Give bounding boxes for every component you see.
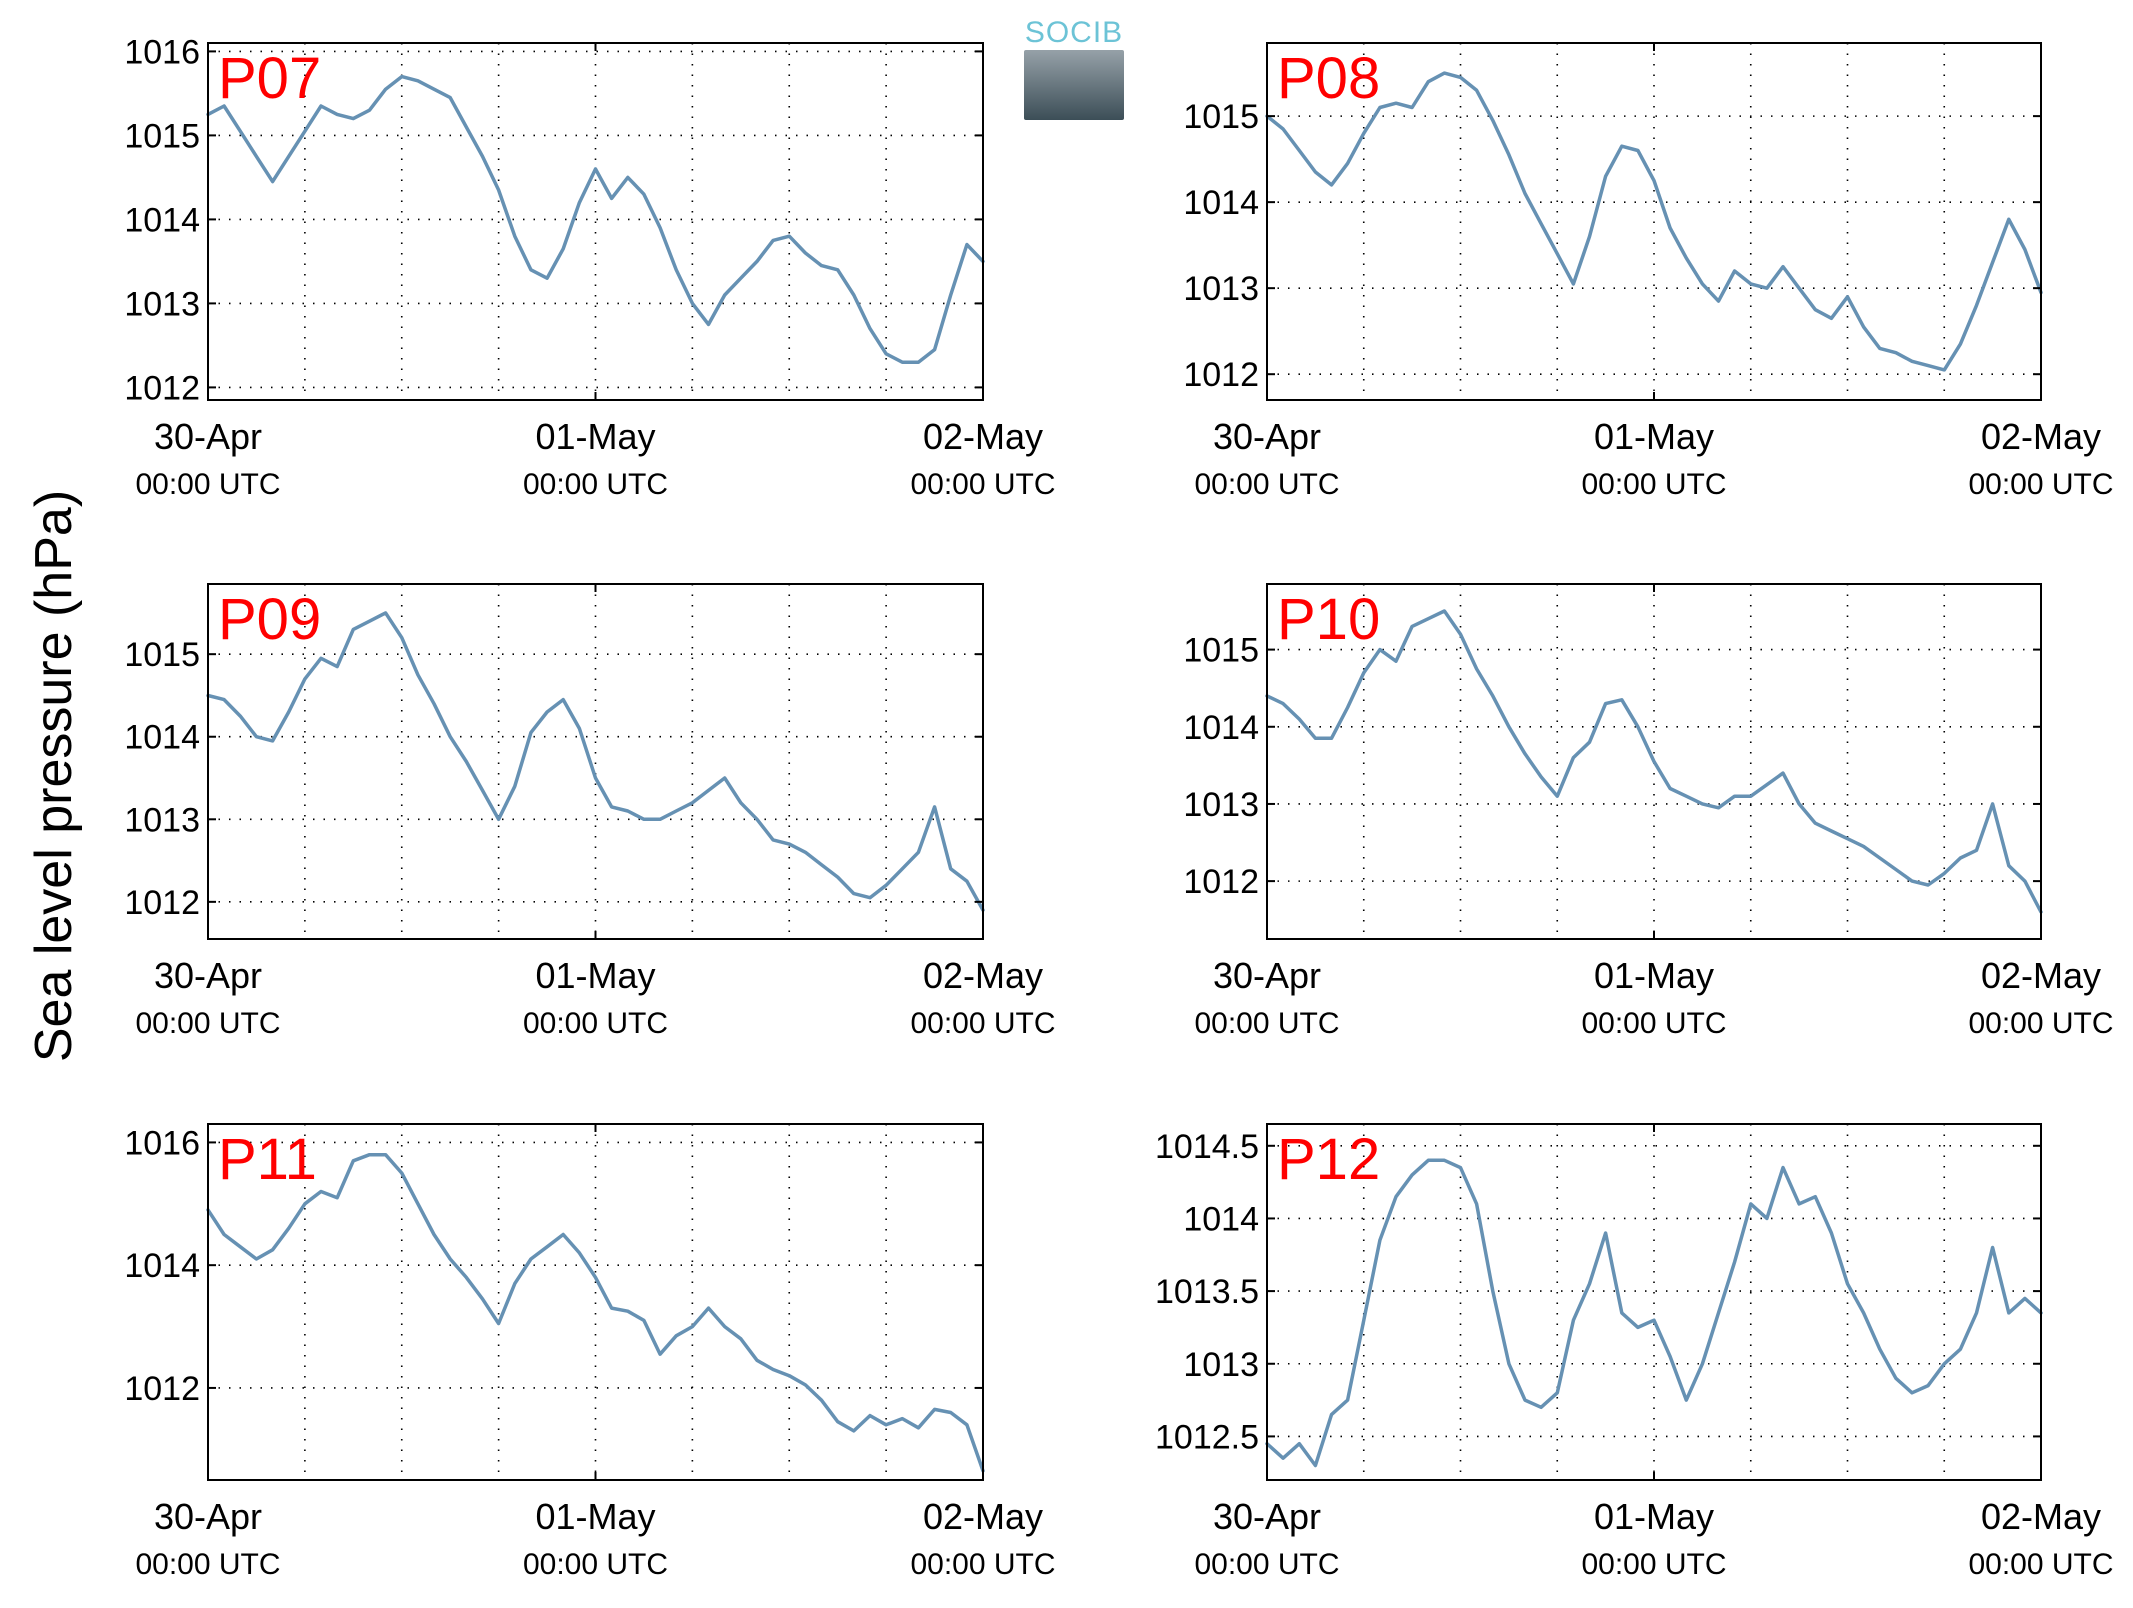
y-tick-label: 1014.5 bbox=[1155, 1128, 1259, 1166]
series-line-p07 bbox=[206, 74, 985, 364]
socib-logo-bar bbox=[1024, 50, 1124, 120]
y-tick-label: 1014 bbox=[124, 1247, 200, 1285]
y-tick-label: 1013 bbox=[124, 801, 200, 839]
x-tick-label: 01-May bbox=[535, 955, 655, 996]
y-tick-label: 1014 bbox=[1183, 1200, 1259, 1238]
x-tick-label: 02-May bbox=[1981, 955, 2101, 996]
x-tick-label: 30-Apr bbox=[1213, 955, 1321, 996]
x-tick-sublabel: 00:00 UTC bbox=[135, 1007, 280, 1040]
y-tick-label: 1012 bbox=[1183, 356, 1259, 394]
panel-p08: 30-Apr 00:00 UTC 01-May 00:00 UTC 02-May 00:0… bbox=[1183, 42, 2114, 501]
panel-p09: 30-Apr 00:00 UTC 01-May 00:00 UTC 02-May 00:0… bbox=[124, 583, 1056, 1040]
series-line-p08 bbox=[1265, 71, 2043, 372]
x-tick-label: 30-Apr bbox=[1213, 416, 1321, 457]
x-tick-sublabel: 00:00 UTC bbox=[910, 1007, 1055, 1040]
panel-p12: 30-Apr 00:00 UTC 01-May 00:00 UTC 02-May 00:0… bbox=[1155, 1123, 2114, 1581]
series-line-p10 bbox=[1265, 609, 2043, 914]
y-tick-label: 1016 bbox=[124, 1124, 200, 1162]
y-tick-label: 1012 bbox=[124, 369, 200, 407]
series-line-p12 bbox=[1265, 1158, 2043, 1468]
panel-label: P08 bbox=[1277, 46, 1380, 111]
x-tick-sublabel: 00:00 UTC bbox=[1968, 1548, 2113, 1581]
y-tick-label: 1015 bbox=[1183, 98, 1259, 136]
y-tick-label: 1012 bbox=[124, 884, 200, 922]
y-tick-label: 1014 bbox=[1183, 184, 1259, 222]
socib-logo-text: SOCIB bbox=[1024, 16, 1124, 49]
y-tick-label: 1013 bbox=[1183, 786, 1259, 824]
series-line-p09 bbox=[206, 611, 985, 912]
x-tick-sublabel: 00:00 UTC bbox=[1194, 1007, 1339, 1040]
y-tick-label: 1014 bbox=[1183, 709, 1259, 747]
y-tick-label: 1012 bbox=[124, 1370, 200, 1408]
x-tick-label: 30-Apr bbox=[154, 955, 262, 996]
x-tick-sublabel: 00:00 UTC bbox=[135, 468, 280, 501]
x-tick-label: 30-Apr bbox=[1213, 1496, 1321, 1537]
y-tick-label: 1013.5 bbox=[1155, 1273, 1259, 1311]
x-tick-sublabel: 00:00 UTC bbox=[1968, 1007, 2113, 1040]
y-tick-label: 1013 bbox=[1183, 1346, 1259, 1384]
panel-label: P11 bbox=[218, 1127, 317, 1192]
y-tick-label: 1015 bbox=[124, 636, 200, 674]
x-tick-sublabel: 00:00 UTC bbox=[523, 1548, 668, 1581]
panel-p07: 30-Apr 00:00 UTC 01-May 00:00 UTC 02-May 00:0… bbox=[124, 33, 1055, 501]
panel-label: P10 bbox=[1277, 587, 1380, 652]
x-tick-sublabel: 00:00 UTC bbox=[523, 1007, 668, 1040]
x-tick-label: 30-Apr bbox=[154, 1496, 262, 1537]
y-tick-label: 1012.5 bbox=[1155, 1418, 1259, 1456]
x-tick-label: 02-May bbox=[1981, 1496, 2101, 1537]
x-tick-label: 02-May bbox=[1981, 416, 2101, 457]
x-tick-sublabel: 00:00 UTC bbox=[1581, 468, 1726, 501]
x-tick-sublabel: 00:00 UTC bbox=[1194, 1548, 1339, 1581]
x-tick-label: 01-May bbox=[535, 416, 655, 457]
y-tick-label: 1013 bbox=[1183, 270, 1259, 308]
x-tick-sublabel: 00:00 UTC bbox=[1581, 1007, 1726, 1040]
y-tick-label: 1013 bbox=[124, 285, 200, 323]
socib-logo: SOCIB bbox=[1024, 16, 1124, 120]
panel-p11: 30-Apr 00:00 UTC 01-May 00:00 UTC 02-May 00:0… bbox=[124, 1123, 1056, 1581]
x-tick-label: 01-May bbox=[1594, 955, 1714, 996]
x-tick-sublabel: 00:00 UTC bbox=[1581, 1548, 1726, 1581]
y-tick-label: 1015 bbox=[124, 117, 200, 155]
x-tick-sublabel: 00:00 UTC bbox=[1968, 468, 2113, 501]
panel-label: P09 bbox=[218, 587, 321, 652]
y-tick-label: 1016 bbox=[124, 33, 200, 71]
y-tick-label: 1015 bbox=[1183, 632, 1259, 670]
y-tick-label: 1014 bbox=[124, 201, 200, 239]
x-tick-label: 02-May bbox=[923, 1496, 1043, 1537]
x-tick-sublabel: 00:00 UTC bbox=[135, 1548, 280, 1581]
x-tick-label: 02-May bbox=[923, 955, 1043, 996]
x-tick-label: 02-May bbox=[923, 416, 1043, 457]
y-tick-label: 1012 bbox=[1183, 863, 1259, 901]
panel-label: P12 bbox=[1277, 1127, 1380, 1192]
panel-label: P07 bbox=[218, 46, 321, 111]
x-tick-sublabel: 00:00 UTC bbox=[523, 468, 668, 501]
panel-p10: 30-Apr 00:00 UTC 01-May 00:00 UTC 02-May 00:0… bbox=[1183, 583, 2114, 1040]
x-tick-sublabel: 00:00 UTC bbox=[910, 1548, 1055, 1581]
x-tick-label: 01-May bbox=[1594, 416, 1714, 457]
x-tick-label: 01-May bbox=[1594, 1496, 1714, 1537]
x-tick-sublabel: 00:00 UTC bbox=[910, 468, 1055, 501]
x-tick-label: 30-Apr bbox=[154, 416, 262, 457]
x-tick-label: 01-May bbox=[535, 1496, 655, 1537]
x-tick-sublabel: 00:00 UTC bbox=[1194, 468, 1339, 501]
series-line-p11 bbox=[206, 1152, 985, 1473]
y-tick-label: 1014 bbox=[124, 719, 200, 757]
